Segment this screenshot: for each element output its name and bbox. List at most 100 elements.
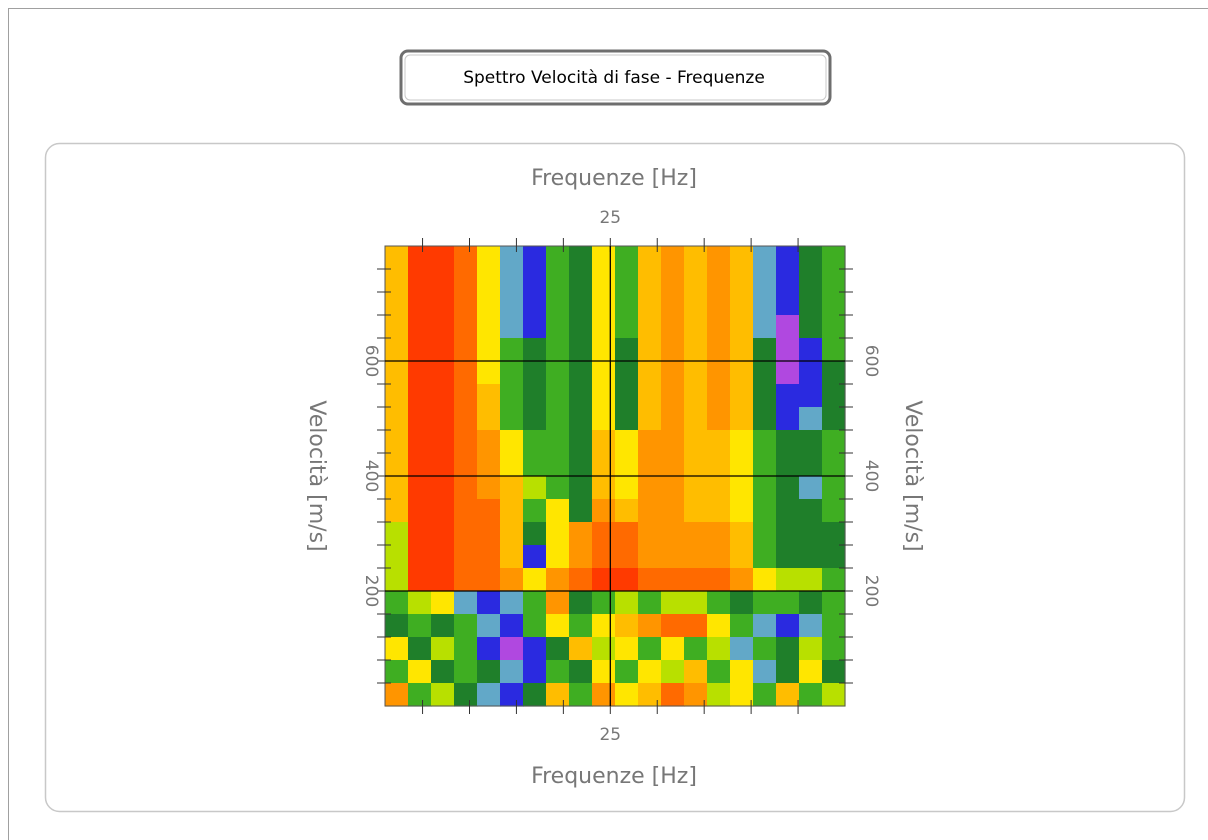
- heatmap-cell: [592, 246, 616, 270]
- heatmap-cell: [569, 591, 593, 615]
- heatmap-cell: [684, 315, 708, 339]
- heatmap-cell: [615, 246, 639, 270]
- heatmap-cell: [753, 430, 777, 454]
- heatmap-cell: [615, 338, 639, 362]
- heatmap-cell: [385, 269, 409, 293]
- heatmap-cell: [661, 315, 685, 339]
- heatmap-cell: [569, 453, 593, 477]
- heatmap-cell: [592, 315, 616, 339]
- heatmap-cell: [730, 476, 754, 500]
- heatmap-cell: [592, 338, 616, 362]
- heatmap-cell: [477, 545, 501, 569]
- heatmap-cell: [431, 591, 455, 615]
- heatmap-cell: [753, 499, 777, 523]
- heatmap-cell: [523, 430, 547, 454]
- heatmap-cell: [569, 476, 593, 500]
- heatmap-cell: [477, 338, 501, 362]
- heatmap-cell: [385, 499, 409, 523]
- heatmap-cell: [431, 407, 455, 431]
- heatmap-cell: [730, 660, 754, 684]
- heatmap-cell: [477, 637, 501, 661]
- heatmap-cell: [753, 407, 777, 431]
- heatmap-cell: [799, 269, 823, 293]
- heatmap-cell: [822, 683, 846, 707]
- heatmap-cell: [408, 292, 432, 316]
- heatmap-cell: [592, 660, 616, 684]
- heatmap-cell: [500, 637, 524, 661]
- heatmap-cell: [385, 338, 409, 362]
- heatmap-cell: [638, 660, 662, 684]
- heatmap-cell: [408, 338, 432, 362]
- heatmap-cell: [661, 660, 685, 684]
- heatmap-cell: [776, 522, 800, 546]
- heatmap-cell: [822, 430, 846, 454]
- heatmap-cell: [569, 568, 593, 592]
- heatmap-cell: [638, 315, 662, 339]
- heatmap-cell: [385, 361, 409, 385]
- heatmap-cell: [730, 430, 754, 454]
- heatmap-cell: [408, 499, 432, 523]
- heatmap-cell: [799, 407, 823, 431]
- heatmap-cell: [454, 614, 478, 638]
- heatmap-cell: [707, 614, 731, 638]
- heatmap-cell: [822, 614, 846, 638]
- heatmap-cell: [799, 338, 823, 362]
- heatmap-cell: [500, 361, 524, 385]
- heatmap-cell: [408, 246, 432, 270]
- heatmap-cell: [454, 499, 478, 523]
- heatmap-cell: [546, 614, 570, 638]
- heatmap-cell: [730, 591, 754, 615]
- heatmap-cell: [500, 476, 524, 500]
- heatmap-cell: [569, 430, 593, 454]
- heatmap-cell: [753, 568, 777, 592]
- heatmap-cell: [431, 246, 455, 270]
- heatmap-cell: [500, 683, 524, 707]
- x-tick-label: 25: [599, 208, 621, 228]
- heatmap-cell: [385, 522, 409, 546]
- y-axis-title-left: Velocità [m/s]: [304, 400, 329, 551]
- heatmap-cell: [408, 361, 432, 385]
- heatmap-cell: [500, 292, 524, 316]
- heatmap-cell: [569, 292, 593, 316]
- button-inner[interactable]: [404, 54, 827, 101]
- heatmap-cell: [615, 683, 639, 707]
- heatmap-cell: [385, 614, 409, 638]
- heatmap-cell: [799, 545, 823, 569]
- heatmap-cell: [454, 315, 478, 339]
- heatmap-cell: [661, 522, 685, 546]
- heatmap-cell: [431, 269, 455, 293]
- heatmap-cell: [822, 476, 846, 500]
- heatmap-cell: [592, 407, 616, 431]
- y-tick-label: 600: [361, 345, 381, 377]
- heatmap-cell: [408, 269, 432, 293]
- heatmap-cell: [753, 315, 777, 339]
- heatmap-cell: [615, 591, 639, 615]
- button-label[interactable]: Spettro Velocità di fase - Frequenze: [463, 68, 765, 88]
- heatmap-cell: [385, 476, 409, 500]
- heatmap-cell: [385, 683, 409, 707]
- heatmap-cell: [569, 499, 593, 523]
- heatmap-cell: [661, 568, 685, 592]
- heatmap-cell: [684, 269, 708, 293]
- heatmap-cell: [638, 499, 662, 523]
- heatmap-cell: [730, 614, 754, 638]
- heatmap-cell: [592, 545, 616, 569]
- heatmap-cell: [546, 453, 570, 477]
- heatmap-cell: [707, 292, 731, 316]
- button[interactable]: Spettro Velocità di fase - Frequenze: [399, 49, 832, 106]
- heatmap-cell: [638, 338, 662, 362]
- heatmap-cell: [431, 522, 455, 546]
- heatmap-cell: [730, 407, 754, 431]
- heatmap-cell: [523, 269, 547, 293]
- heatmap-cell: [385, 568, 409, 592]
- heatmap-cell: [523, 499, 547, 523]
- heatmap-cell: [592, 292, 616, 316]
- heatmap-cell: [408, 453, 432, 477]
- heatmap-cell: [638, 292, 662, 316]
- heatmap-cell: [776, 315, 800, 339]
- heatmap-cell: [385, 591, 409, 615]
- heatmap-cell: [546, 522, 570, 546]
- heatmap-cell: [431, 361, 455, 385]
- heatmap-cell: [822, 384, 846, 408]
- heatmap-cell: [523, 292, 547, 316]
